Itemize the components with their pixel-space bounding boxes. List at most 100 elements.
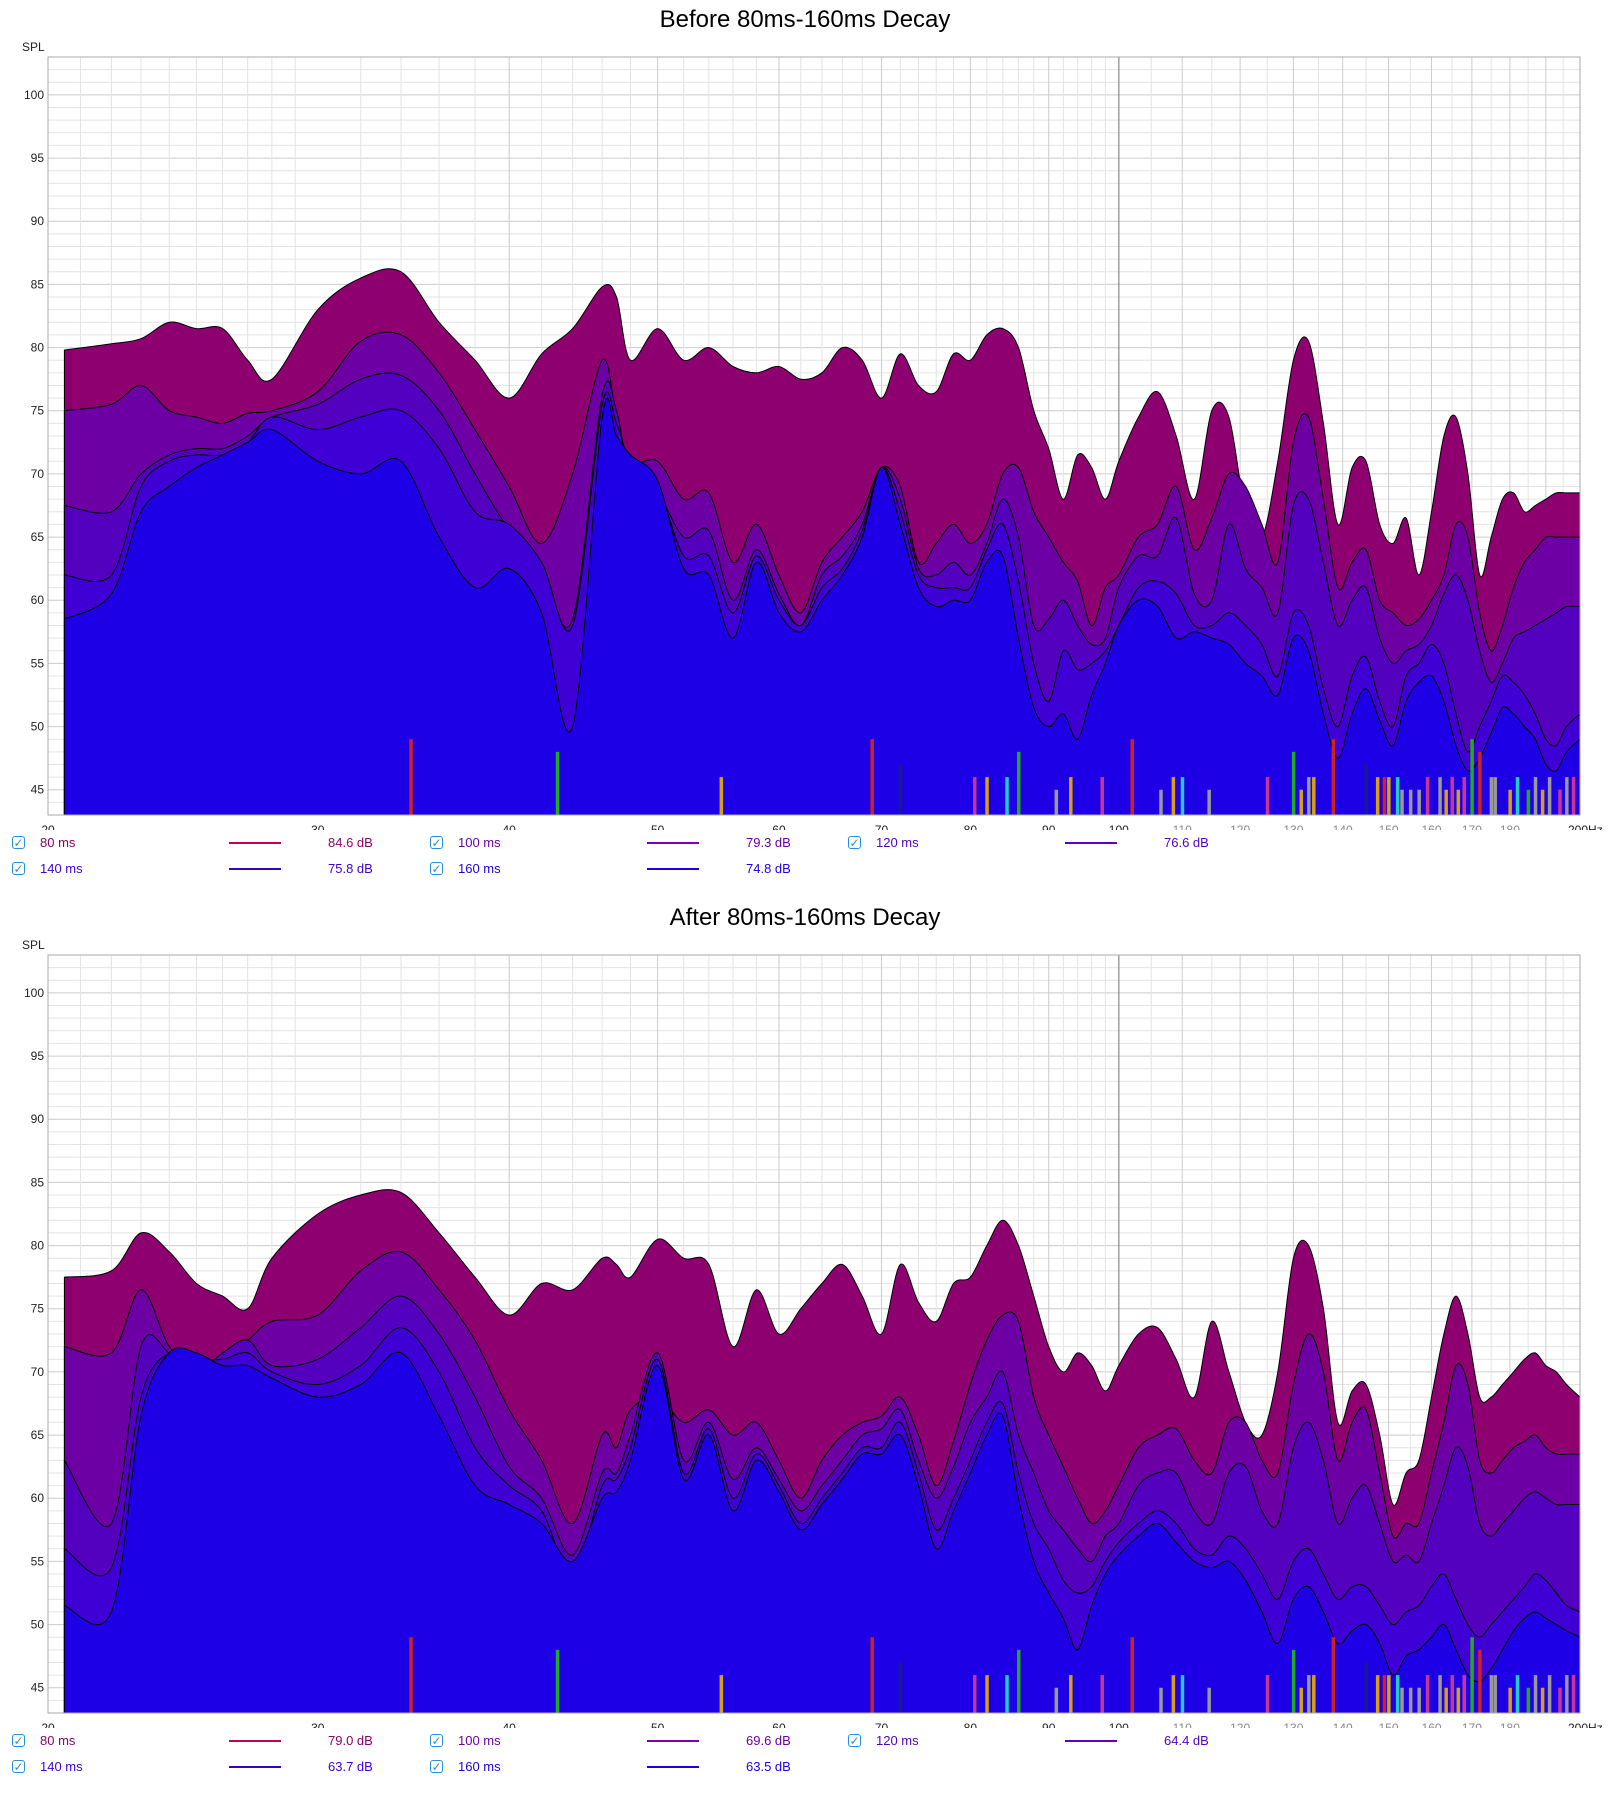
resonance-marker xyxy=(719,1675,724,1713)
legend-label: 140 ms xyxy=(40,1759,83,1774)
legend-item[interactable]: ✓ 100 ms 69.6 dB xyxy=(430,1732,830,1754)
y-tick-label: 50 xyxy=(31,720,45,734)
resonance-marker xyxy=(1312,1675,1316,1713)
resonance-marker xyxy=(555,751,560,815)
decay-chart-before: 45 50 55 60 65 70 75 80 85 90 95 100 SPL 20 30 40 50 60 70… xyxy=(22,40,1603,830)
legend-line-swatch xyxy=(229,1740,281,1742)
chart-panel-after: After 80ms-160ms Decay 45 50 55 60 65 70 75 80 8… xyxy=(0,898,1610,1802)
x-tick-label: 120 xyxy=(1230,1721,1250,1728)
resonance-marker xyxy=(1558,1687,1562,1713)
legend-item[interactable]: ✓ 160 ms 74.8 dB xyxy=(430,860,830,882)
legend-level-value: 69.6 dB xyxy=(746,1733,791,1748)
legend-item[interactable]: ✓ 80 ms 79.0 dB xyxy=(12,1732,412,1754)
legend-level-value: 76.6 dB xyxy=(1164,835,1209,850)
checkbox-checked-icon[interactable]: ✓ xyxy=(12,862,25,876)
resonance-marker xyxy=(1171,777,1176,815)
legend-level-value: 79.0 dB xyxy=(328,1733,373,1748)
resonance-marker xyxy=(1493,1675,1497,1713)
legend-label: 80 ms xyxy=(40,835,76,850)
x-tick-label: 30 xyxy=(311,823,325,830)
x-tick-label: 130 xyxy=(1283,1721,1303,1728)
legend-item[interactable]: ✓ 120 ms 76.6 dB xyxy=(848,834,1248,856)
resonance-marker xyxy=(898,764,903,815)
y-tick-label: 100 xyxy=(24,88,44,102)
x-tick-label: 160 xyxy=(1422,1721,1442,1728)
resonance-marker xyxy=(1565,1675,1569,1713)
area-160-ms xyxy=(63,1347,1581,1714)
x-tick-label: 90 xyxy=(1042,823,1056,830)
resonance-marker xyxy=(973,1675,977,1713)
x-tick-label: 50 xyxy=(651,823,665,830)
resonance-marker xyxy=(1207,1687,1211,1713)
resonance-marker xyxy=(1478,751,1482,815)
legend-item[interactable]: ✓ 120 ms 64.4 dB xyxy=(848,1732,1248,1754)
resonance-marker xyxy=(1444,1687,1448,1713)
legend-line-swatch xyxy=(229,1766,281,1768)
checkbox-checked-icon[interactable]: ✓ xyxy=(430,1734,443,1748)
legend-label: 100 ms xyxy=(458,1733,501,1748)
resonance-marker xyxy=(1438,1675,1442,1713)
y-tick-label: 60 xyxy=(31,593,45,607)
resonance-marker xyxy=(1425,777,1430,815)
resonance-marker xyxy=(1159,1687,1163,1713)
checkbox-checked-icon[interactable]: ✓ xyxy=(848,836,861,850)
y-tick-label: 45 xyxy=(31,783,45,797)
checkbox-checked-icon[interactable]: ✓ xyxy=(430,1760,443,1774)
checkbox-checked-icon[interactable]: ✓ xyxy=(12,1760,25,1774)
resonance-marker xyxy=(1100,777,1104,815)
x-tick-label: 20 xyxy=(41,823,55,830)
chart-panel-before: Before 80ms-160ms Decay 45 50 55 60 65 70 75 80… xyxy=(0,0,1610,898)
y-tick-label: 65 xyxy=(31,1428,45,1442)
y-tick-label: 95 xyxy=(31,151,45,165)
resonance-marker xyxy=(1265,777,1270,815)
y-tick-label: 55 xyxy=(31,1554,45,1568)
resonance-marker xyxy=(1130,739,1134,815)
y-tick-label: 80 xyxy=(31,1239,45,1253)
legend-label: 160 ms xyxy=(458,861,501,876)
x-tick-label: 100 xyxy=(1109,823,1129,830)
resonance-marker xyxy=(1417,1687,1421,1713)
resonance-marker xyxy=(898,1662,903,1713)
resonance-marker xyxy=(1130,1637,1134,1713)
resonance-marker xyxy=(1307,777,1311,815)
resonance-marker xyxy=(1508,1687,1512,1713)
legend-item[interactable]: ✓ 100 ms 79.3 dB xyxy=(430,834,830,856)
resonance-marker xyxy=(1375,1675,1380,1713)
legend-before: ✓ 80 ms 84.6 dB ✓ 100 ms 79.3 dB ✓ 120 ms 76.6 d… xyxy=(0,834,1610,894)
legend-label: 120 ms xyxy=(876,835,919,850)
resonance-marker xyxy=(1400,789,1404,815)
legend-item[interactable]: ✓ 140 ms 75.8 dB xyxy=(12,860,412,882)
checkbox-checked-icon[interactable]: ✓ xyxy=(430,862,443,876)
resonance-marker xyxy=(1291,1649,1296,1713)
x-tick-label: 150 xyxy=(1379,823,1399,830)
resonance-marker xyxy=(1364,1662,1369,1713)
x-tick-label: 80 xyxy=(964,1721,978,1728)
checkbox-checked-icon[interactable]: ✓ xyxy=(12,1734,25,1748)
x-tick-label: 40 xyxy=(502,823,516,830)
resonance-marker xyxy=(1489,1675,1494,1713)
legend-item[interactable]: ✓ 160 ms 63.5 dB xyxy=(430,1758,830,1780)
legend-label: 100 ms xyxy=(458,835,501,850)
legend-level-value: 84.6 dB xyxy=(328,835,373,850)
x-tick-label: 150 xyxy=(1379,1721,1399,1728)
y-tick-label: 65 xyxy=(31,530,45,544)
resonance-marker xyxy=(1456,1687,1461,1713)
legend-item[interactable]: ✓ 140 ms 63.7 dB xyxy=(12,1758,412,1780)
x-tick-label: 140 xyxy=(1333,1721,1353,1728)
legend-level-value: 74.8 dB xyxy=(746,861,791,876)
checkbox-checked-icon[interactable]: ✓ xyxy=(848,1734,861,1748)
legend-item[interactable]: ✓ 80 ms 84.6 dB xyxy=(12,834,412,856)
checkbox-checked-icon[interactable]: ✓ xyxy=(12,836,25,850)
resonance-marker xyxy=(1470,739,1474,815)
resonance-marker xyxy=(1540,1687,1545,1713)
resonance-marker xyxy=(1508,789,1512,815)
resonance-marker xyxy=(719,777,724,815)
resonance-marker xyxy=(1526,1687,1531,1713)
checkbox-checked-icon[interactable]: ✓ xyxy=(430,836,443,850)
legend-line-swatch xyxy=(647,1766,699,1768)
x-tick-label: 200Hz xyxy=(1568,823,1603,830)
resonance-marker xyxy=(1515,1675,1520,1713)
resonance-marker xyxy=(1470,1637,1474,1713)
resonance-marker xyxy=(1171,1675,1176,1713)
x-tick-label: 110 xyxy=(1173,823,1192,830)
